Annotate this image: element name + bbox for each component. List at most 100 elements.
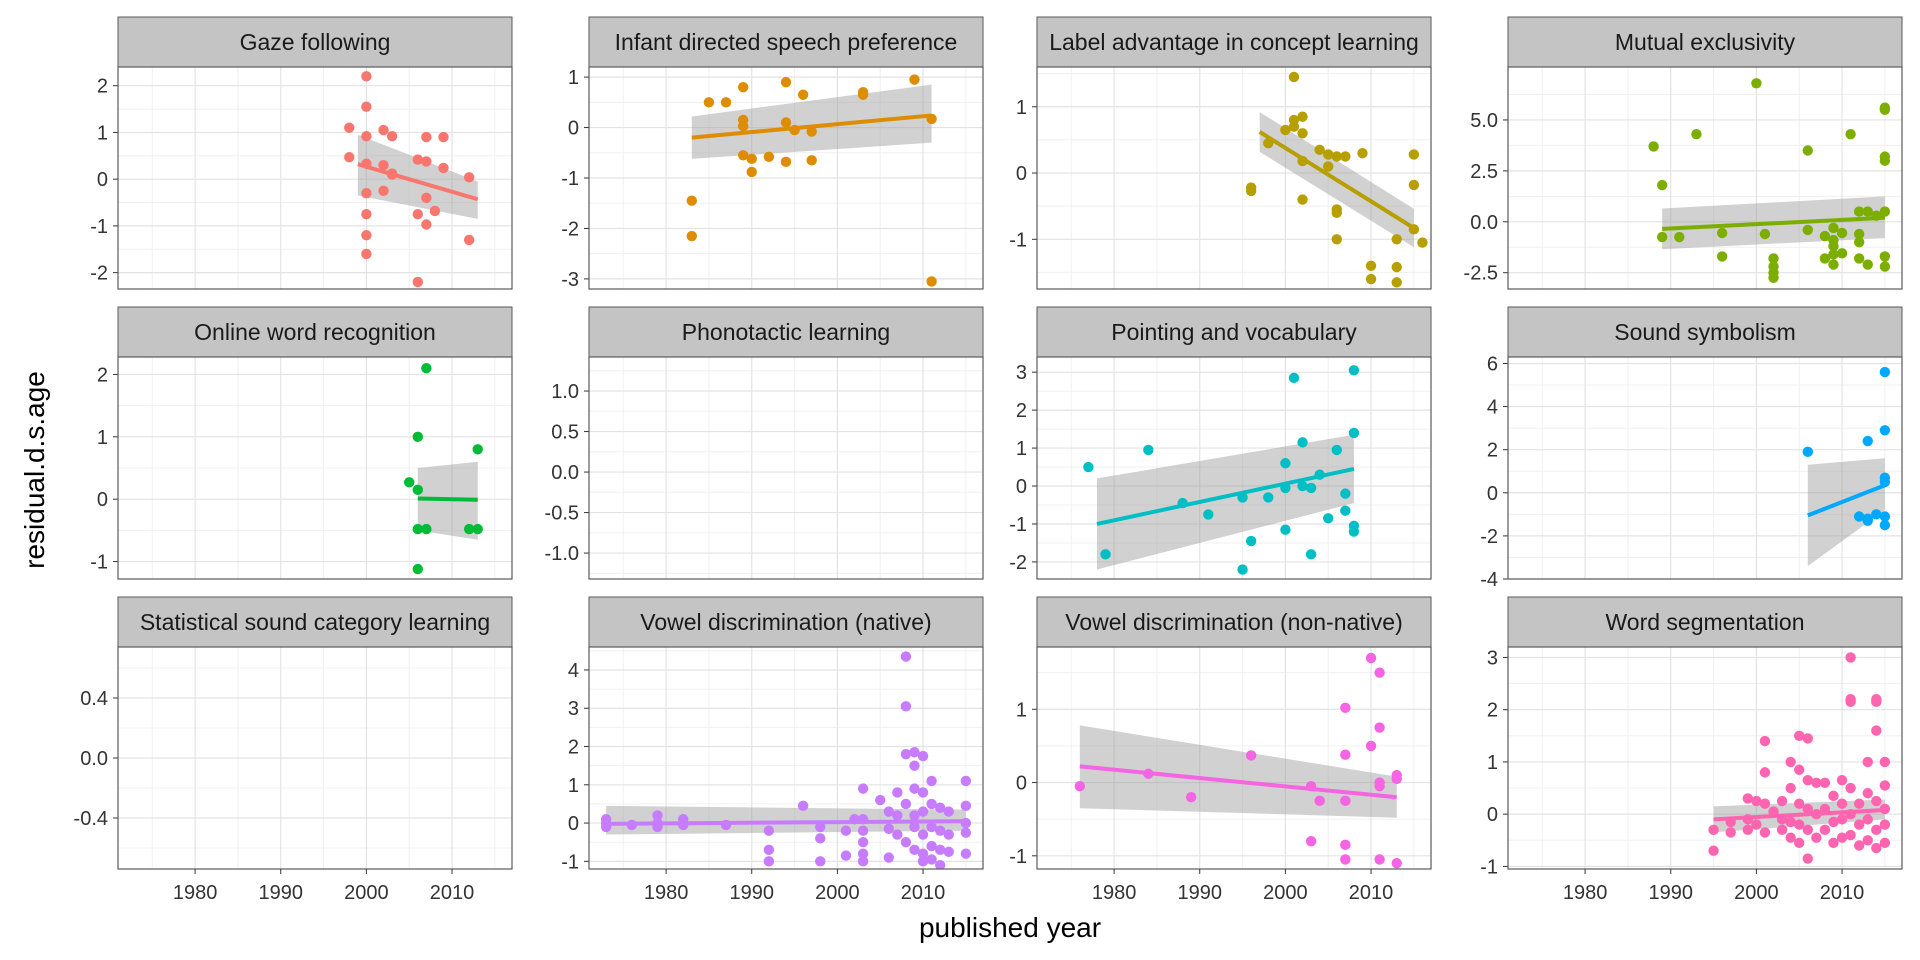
- data-point: [917, 856, 929, 867]
- data-point: [1083, 461, 1094, 473]
- data-point: [1828, 241, 1839, 252]
- plot-content: [1648, 78, 1891, 283]
- data-point: [412, 431, 423, 443]
- data-point: [1794, 730, 1805, 741]
- grid-minor: [118, 357, 512, 579]
- data-point: [1871, 795, 1882, 807]
- data-point: [1374, 722, 1385, 733]
- data-point: [421, 131, 432, 143]
- data-point: [806, 155, 817, 166]
- data-point: [1862, 435, 1873, 447]
- data-point: [1245, 750, 1257, 761]
- data-point: [1263, 492, 1274, 503]
- data-point: [1297, 111, 1308, 122]
- y-tick-label: 1.0: [551, 381, 579, 403]
- data-point: [1185, 791, 1197, 803]
- data-point: [1785, 832, 1796, 843]
- y-tick-label: 1: [97, 427, 108, 449]
- data-point: [857, 89, 869, 100]
- y-tick-label: -1: [90, 552, 108, 574]
- fit-line: [357, 162, 479, 202]
- grid-major: [118, 647, 512, 869]
- data-point: [1280, 458, 1291, 469]
- data-point: [1862, 259, 1873, 270]
- panel-border: [1036, 646, 1432, 870]
- data-point: [361, 101, 372, 112]
- data-point: [1802, 733, 1813, 744]
- data-point: [857, 856, 869, 867]
- data-point: [1785, 816, 1796, 828]
- data-point: [1828, 816, 1839, 828]
- data-point: [344, 152, 355, 163]
- data-point: [960, 800, 972, 812]
- y-tick-label: -0.4: [74, 808, 108, 830]
- data-point: [1879, 366, 1891, 378]
- confidence-band: [1807, 458, 1885, 567]
- plot-content: [344, 71, 479, 288]
- y-tick-label: 5.0: [1470, 110, 1498, 132]
- data-point: [1802, 803, 1813, 815]
- data-point: [909, 747, 920, 758]
- data-point: [1340, 795, 1351, 807]
- panel-border: [117, 646, 513, 870]
- x-tick-label: 1980: [1092, 882, 1137, 904]
- data-point: [1879, 261, 1891, 272]
- data-point: [1836, 832, 1848, 843]
- confidence-band: [357, 134, 478, 219]
- data-point: [1845, 129, 1856, 140]
- data-point: [806, 126, 817, 137]
- facet-word-segmentation: Word segmentation -1 0 1 2 3: [1480, 596, 1903, 878]
- data-point: [1802, 775, 1813, 786]
- data-point: [1245, 185, 1257, 197]
- data-point: [917, 806, 929, 817]
- data-point: [1417, 237, 1428, 248]
- y-tick-label: 2: [97, 364, 108, 386]
- grid-minor: [1508, 357, 1902, 579]
- x-tick-label: 2000: [1734, 882, 1779, 904]
- data-point: [857, 783, 869, 794]
- x-tick-label: 1980: [173, 882, 218, 904]
- data-point: [1365, 740, 1377, 752]
- data-point: [763, 825, 775, 836]
- data-point: [1759, 798, 1771, 809]
- x-tick-label: 2010: [1820, 882, 1865, 904]
- data-point: [909, 810, 920, 821]
- panel-border: [117, 66, 513, 290]
- data-point: [1845, 652, 1856, 663]
- data-point: [1879, 756, 1891, 768]
- facet-strip: [117, 16, 513, 68]
- data-point: [1768, 253, 1779, 264]
- data-point: [1340, 702, 1351, 714]
- plot-area: [1037, 647, 1431, 869]
- data-point: [1828, 837, 1839, 849]
- facet-gaze-following: Gaze following -2 -1 0 1 2: [90, 16, 513, 290]
- data-point: [917, 848, 929, 859]
- plot-area: [1508, 357, 1902, 579]
- plot-content: [1708, 652, 1891, 864]
- data-point: [472, 523, 483, 535]
- data-point: [1802, 145, 1813, 156]
- data-point: [1742, 824, 1754, 836]
- y-tick-label: 4: [1487, 397, 1498, 419]
- data-point: [892, 829, 903, 840]
- data-point: [1708, 824, 1719, 836]
- data-point: [900, 837, 912, 848]
- data-point: [1836, 248, 1848, 259]
- facet-title: Infant directed speech preference: [615, 29, 958, 55]
- panel-border: [1036, 66, 1432, 290]
- plot-area: [1037, 67, 1431, 289]
- data-point: [1759, 228, 1771, 240]
- data-point: [429, 205, 441, 217]
- data-point: [1408, 179, 1420, 191]
- data-point: [763, 856, 775, 867]
- data-point: [1879, 155, 1891, 166]
- data-point: [1297, 128, 1308, 139]
- y-tick-label: 1: [1016, 699, 1027, 721]
- panel-border: [1507, 646, 1903, 870]
- y-tick-label: 3: [568, 698, 579, 720]
- data-point: [1759, 735, 1771, 747]
- y-tick-label: -1: [1480, 856, 1498, 878]
- plot-content: [686, 74, 937, 287]
- y-tick-label: 0: [568, 813, 579, 835]
